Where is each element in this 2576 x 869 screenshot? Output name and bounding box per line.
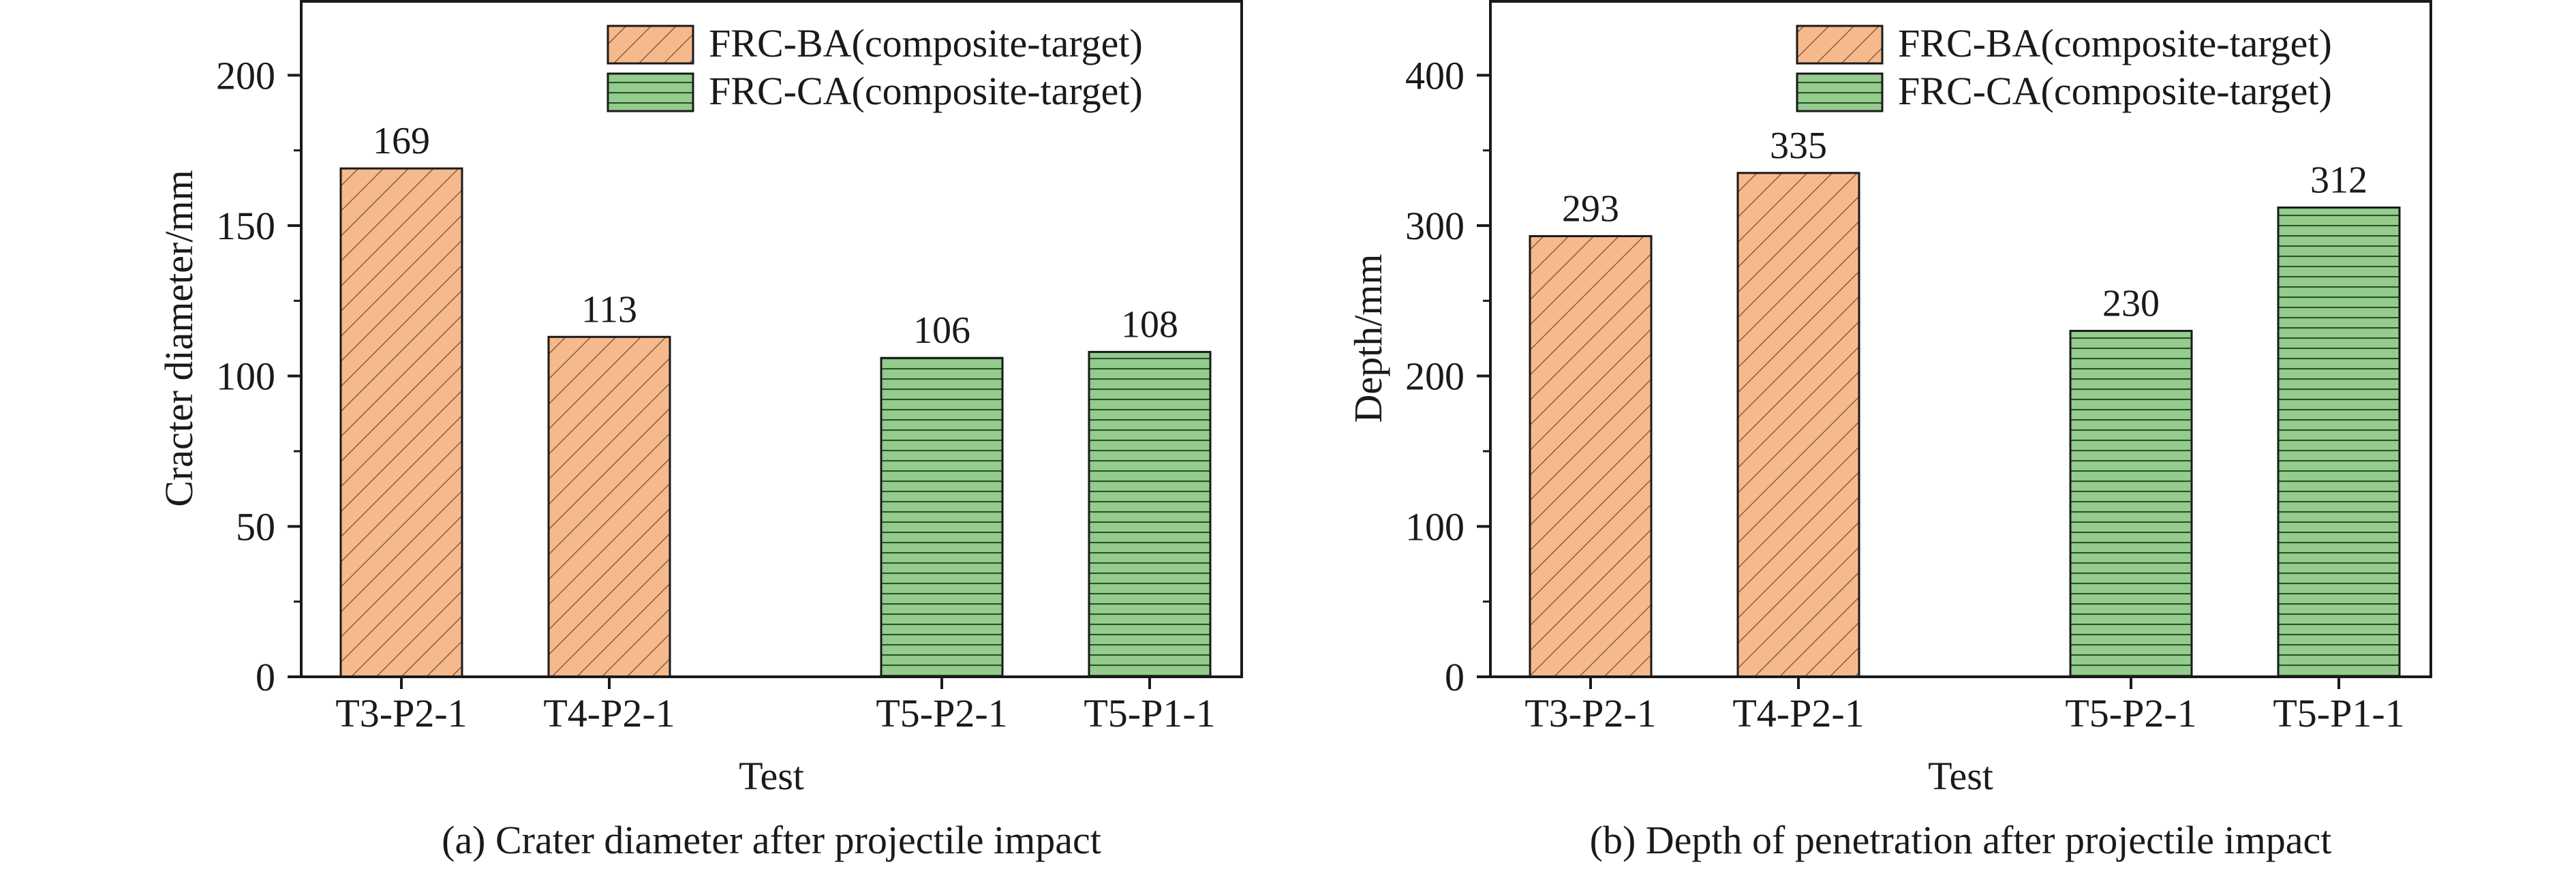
crater-diameter-chart: 169 113 106 108 0 50 100 150 200 T3-P2-1 T4-P2-1… — [157, 0, 1243, 862]
y-tick-label: 0 — [256, 655, 275, 699]
legend-swatch — [607, 25, 694, 65]
y-tick-label: 100 — [1405, 504, 1465, 549]
x-tick-label: T4-P2-1 — [543, 691, 675, 735]
data-label: 335 — [1770, 125, 1827, 167]
crater-diameter-y-axis-label: Cracter diameter/mm — [157, 170, 201, 506]
penetration-depth-data-labels: 293 335 230 312 — [1562, 125, 2367, 325]
penetration-depth-plot-frame — [1489, 0, 2432, 678]
bar-t4-p2-1 — [547, 335, 671, 678]
data-label: 230 — [2102, 282, 2160, 324]
penetration-depth-x-axis: T3-P2-1 T4-P2-1 T5-P2-1 T5-P1-1 — [1524, 677, 2405, 735]
legend-swatch — [1796, 25, 1884, 65]
y-tick-label: 400 — [1405, 53, 1465, 97]
x-tick-label: T3-P2-1 — [335, 691, 467, 735]
bar-t5-p1-1 — [2277, 207, 2401, 678]
x-tick-label: T3-P2-1 — [1524, 691, 1656, 735]
penetration-depth-caption: (b) Depth of penetration after projectil… — [1590, 818, 2332, 862]
legend-label: FRC-CA(composite-target) — [709, 69, 1143, 113]
data-label: 169 — [373, 120, 430, 162]
crater-diameter-x-axis-label: Test — [739, 754, 804, 798]
data-label: 312 — [2310, 159, 2367, 202]
legend-label: FRC-CA(composite-target) — [1898, 69, 2332, 113]
y-tick-label: 200 — [216, 53, 275, 97]
bar-t3-p2-1 — [1529, 234, 1653, 678]
penetration-depth-y-axis-label: Depth/mm — [1346, 254, 1390, 423]
penetration-depth-bars — [1529, 172, 2401, 678]
crater-diameter-plot-frame — [300, 0, 1243, 678]
legend-swatch — [607, 72, 694, 112]
x-tick-label: T4-P2-1 — [1732, 691, 1864, 735]
x-tick-label: T5-P1-1 — [1084, 691, 1215, 735]
x-tick-label: T5-P1-1 — [2273, 691, 2404, 735]
bar-t3-p2-1 — [339, 167, 463, 678]
bar-t5-p1-1 — [1088, 350, 1212, 678]
y-tick-label: 0 — [1445, 655, 1465, 699]
crater-diameter-legend: FRC-BA(composite-target)FRC-CA(composite… — [607, 21, 1143, 113]
y-tick-label: 200 — [1405, 354, 1465, 399]
x-tick-label: T5-P2-1 — [2065, 691, 2196, 735]
legend-label: FRC-BA(composite-target) — [709, 21, 1143, 65]
data-label: 293 — [1562, 187, 1619, 230]
crater-diameter-caption: (a) Crater diameter after projectile imp… — [442, 818, 1101, 862]
penetration-depth-y-axis: 0 100 200 300 400 — [1405, 53, 1490, 699]
y-tick-label: 150 — [216, 204, 275, 248]
bar-t4-p2-1 — [1736, 172, 1860, 678]
crater-diameter-bars — [339, 167, 1212, 678]
penetration-depth-x-axis-label: Test — [1928, 754, 1993, 798]
data-label: 106 — [913, 309, 970, 352]
bar-t5-p2-1 — [880, 356, 1004, 678]
x-tick-label: T5-P2-1 — [876, 691, 1007, 735]
legend-label: FRC-BA(composite-target) — [1898, 21, 2332, 65]
bar-t5-p2-1 — [2069, 329, 2193, 678]
data-label: 108 — [1121, 303, 1178, 346]
penetration-depth-legend: FRC-BA(composite-target)FRC-CA(composite… — [1796, 21, 2332, 113]
y-tick-label: 300 — [1405, 204, 1465, 248]
data-label: 113 — [581, 288, 637, 331]
crater-diameter-x-axis: T3-P2-1 T4-P2-1 T5-P2-1 T5-P1-1 — [335, 677, 1216, 735]
y-tick-label: 100 — [216, 354, 275, 399]
legend-swatch — [1796, 72, 1884, 112]
crater-diameter-y-axis: 0 50 100 150 200 — [216, 53, 301, 699]
y-tick-label: 50 — [236, 504, 275, 549]
penetration-depth-chart: 293 335 230 312 0 100 200 300 400 T3-P2-1 T4-P2-… — [1346, 0, 2432, 862]
crater-diameter-data-labels: 169 113 106 108 — [373, 120, 1178, 352]
